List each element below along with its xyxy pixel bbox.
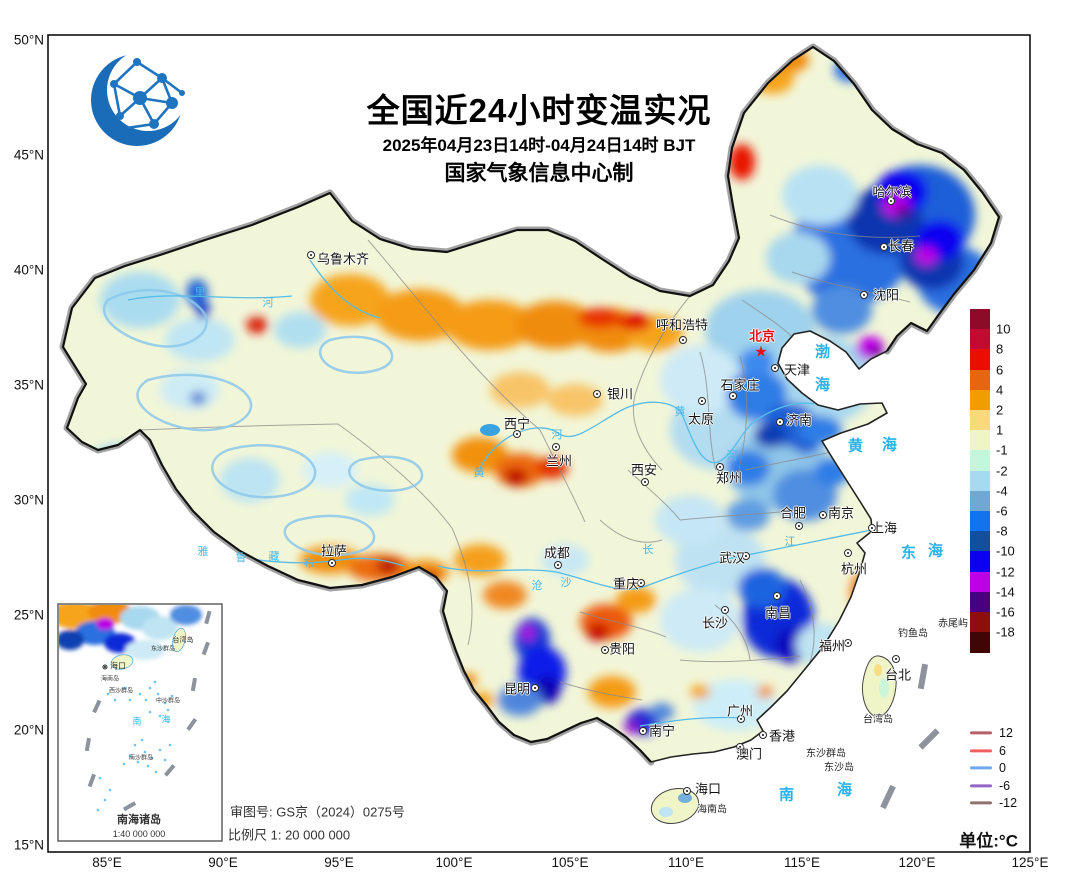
map-title: 全国近24小时变温实况 — [366, 92, 712, 129]
nine-dash-segments — [880, 663, 940, 810]
inset-coast-field — [59, 605, 202, 660]
inset-island-dots — [96, 680, 174, 812]
unit-label: 单位:°C — [959, 831, 1018, 851]
inset-taiwan — [172, 627, 186, 653]
inset-hainan — [110, 654, 134, 670]
province-borders — [139, 214, 921, 701]
hainan-island — [650, 788, 700, 824]
approval-number: 审图号: GS京（2024）0275号 — [230, 804, 405, 820]
map-frame — [47, 34, 1031, 853]
map-producer: 国家气象信息中心制 — [444, 162, 634, 185]
map-subtitle: 2025年04月23日14时-04月24日14时 BJT — [382, 136, 696, 155]
zero-isolines — [102, 288, 424, 557]
inset-nine-dash — [84, 610, 212, 812]
national-border — [61, 45, 1001, 763]
inset-map — [57, 603, 223, 842]
taiwan-island — [861, 655, 897, 718]
coastline — [650, 330, 888, 763]
scale-text: 比例尺 1: 20 000 000 — [228, 827, 351, 843]
nmic-logo — [91, 49, 189, 146]
qinghai-lake — [480, 424, 500, 436]
